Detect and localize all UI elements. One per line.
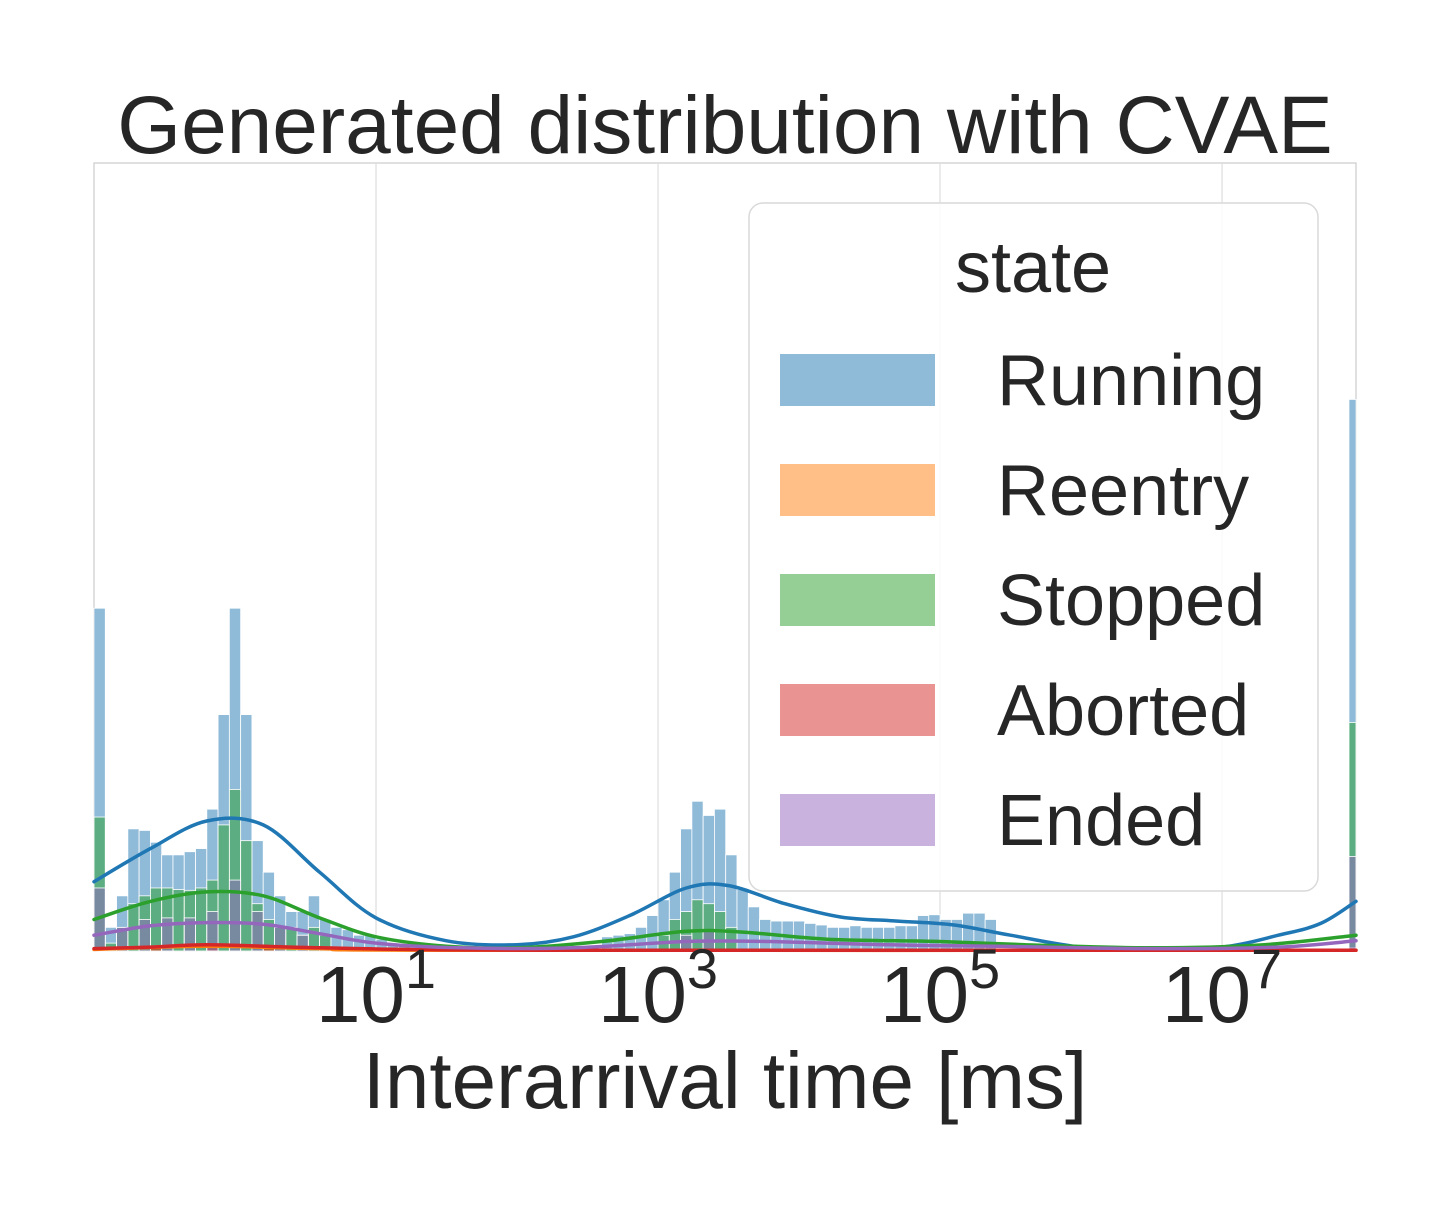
- legend-entry-stopped: Stopped: [780, 561, 1265, 641]
- bar-stopped: [668, 919, 681, 952]
- legend-label-ended: Ended: [997, 781, 1205, 861]
- bar-ended: [161, 917, 174, 952]
- kde-ended: [92, 920, 1358, 951]
- legend-label-aborted: Aborted: [997, 671, 1249, 751]
- x-tick-labels: 101 103 105 107: [316, 937, 1282, 1039]
- legend-label-stopped: Stopped: [997, 561, 1265, 641]
- legend-swatch-stopped: [780, 574, 935, 626]
- legend-entry-running: Running: [780, 341, 1265, 421]
- legend-entry-reentry: Reentry: [780, 451, 1249, 531]
- bar-ended: [183, 917, 196, 952]
- legend-entry-ended: Ended: [780, 781, 1205, 861]
- bar-stopped: [240, 840, 253, 952]
- x-tick-label-3: 103: [598, 937, 718, 1039]
- legend-swatch-running: [780, 354, 935, 406]
- legend-entry-aborted: Aborted: [780, 671, 1249, 751]
- bar-stopped: [217, 824, 230, 952]
- bar-stopped: [172, 889, 185, 952]
- bar-running: [905, 925, 918, 952]
- legend-swatch-reentry: [780, 464, 935, 516]
- legend-swatch-aborted: [780, 684, 935, 736]
- kde-aborted: [92, 942, 1358, 952]
- legend-items: Running Reentry Stopped Aborted Ended: [780, 341, 1265, 861]
- legend-label-running: Running: [997, 341, 1265, 421]
- legend-swatch-ended: [780, 794, 935, 846]
- x-tick-label-7: 107: [1162, 937, 1282, 1039]
- bar-ended: [138, 919, 151, 952]
- bar-running: [894, 925, 907, 952]
- x-tick-label-1: 101: [316, 937, 436, 1039]
- legend-title: state: [955, 228, 1111, 308]
- legend: state Running Reentry Stopped Aborted Ended: [748, 202, 1319, 892]
- bar-ended: [116, 926, 129, 952]
- bar-running: [635, 926, 648, 952]
- bar-stopped: [195, 887, 208, 952]
- legend-label-reentry: Reentry: [997, 451, 1249, 531]
- bar-ended: [228, 879, 242, 952]
- x-axis-label: Interarrival time [ms]: [363, 1036, 1088, 1125]
- chart-title: Generated distribution with CVAE: [117, 80, 1332, 171]
- kde-curves: [92, 816, 1358, 953]
- x-tick-label-5: 105: [880, 937, 1000, 1039]
- bar-ended: [251, 911, 264, 952]
- bar-running: [747, 906, 760, 952]
- bar-ended: [296, 934, 309, 952]
- bar-ended: [206, 911, 219, 952]
